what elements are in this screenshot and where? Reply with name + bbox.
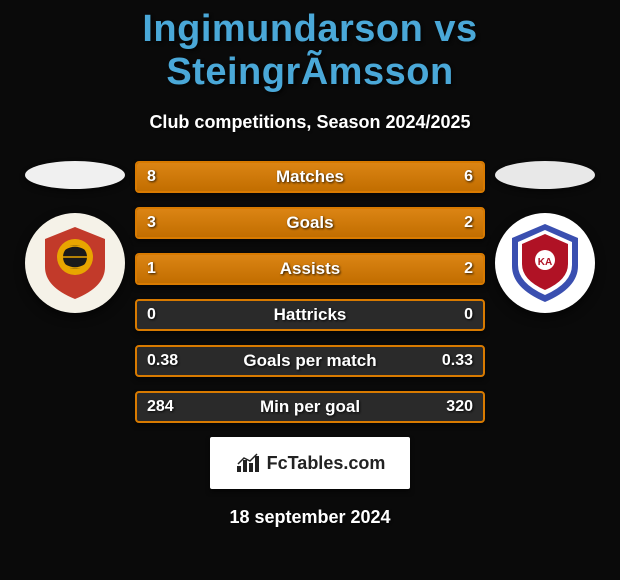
- stat-value-left: 1: [147, 260, 156, 278]
- stat-value-right: 320: [446, 398, 473, 416]
- right-player-oval: [495, 161, 595, 189]
- stat-bar: 3 Goals 2: [135, 207, 485, 239]
- stat-value-left: 284: [147, 398, 174, 416]
- vikingur-badge-icon: [35, 223, 115, 303]
- left-side: [15, 161, 135, 423]
- stat-label: Goals per match: [243, 351, 376, 371]
- stat-value-right: 0.33: [442, 352, 473, 370]
- comparison-panel: 8 Matches 6 3 Goals 2 1 Assists 2 0 Hattricks 0 0.38…: [0, 161, 620, 423]
- left-club-badge: [25, 213, 125, 313]
- svg-text:KA: KA: [538, 257, 552, 268]
- page-title: Ingimundarson vs SteingrÃmsson: [0, 0, 620, 94]
- stat-value-left: 8: [147, 168, 156, 186]
- stat-value-left: 0: [147, 306, 156, 324]
- stat-label: Hattricks: [274, 305, 347, 325]
- source-box[interactable]: FcTables.com: [210, 437, 410, 489]
- ka-badge-icon: KA: [502, 220, 588, 306]
- stat-label: Assists: [280, 259, 340, 279]
- left-player-oval: [25, 161, 125, 189]
- stat-value-right: 2: [464, 214, 473, 232]
- chart-icon: [235, 452, 261, 474]
- stat-bar: 1 Assists 2: [135, 253, 485, 285]
- fill-right: [334, 163, 483, 191]
- source-text: FcTables.com: [267, 453, 386, 474]
- right-side: KA: [485, 161, 605, 423]
- fill-right: [345, 209, 483, 237]
- stat-bars: 8 Matches 6 3 Goals 2 1 Assists 2 0 Hattricks 0 0.38…: [135, 161, 485, 423]
- stat-bar: 284 Min per goal 320: [135, 391, 485, 423]
- right-club-badge: KA: [495, 213, 595, 313]
- stat-value-right: 0: [464, 306, 473, 324]
- stat-value-left: 0.38: [147, 352, 178, 370]
- subtitle: Club competitions, Season 2024/2025: [0, 112, 620, 133]
- stat-label: Goals: [286, 213, 333, 233]
- stat-label: Min per goal: [260, 397, 360, 417]
- stat-value-right: 6: [464, 168, 473, 186]
- stat-value-left: 3: [147, 214, 156, 232]
- date: 18 september 2024: [0, 507, 620, 528]
- stat-bar: 0.38 Goals per match 0.33: [135, 345, 485, 377]
- stat-bar: 8 Matches 6: [135, 161, 485, 193]
- stat-bar: 0 Hattricks 0: [135, 299, 485, 331]
- stat-label: Matches: [276, 167, 344, 187]
- stat-value-right: 2: [464, 260, 473, 278]
